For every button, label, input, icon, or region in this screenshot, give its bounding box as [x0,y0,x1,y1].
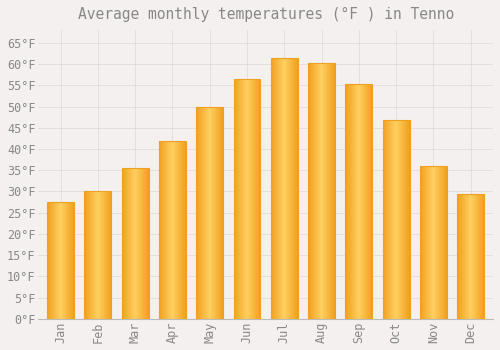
Bar [84,191,112,319]
Title: Average monthly temperatures (°F ) in Tenno: Average monthly temperatures (°F ) in Te… [78,7,454,22]
Bar [47,202,74,319]
Bar [346,84,372,319]
Bar [382,120,409,319]
Bar [420,166,447,319]
Bar [196,106,223,319]
Bar [159,140,186,319]
Bar [458,195,484,319]
Bar [122,168,148,319]
Bar [308,63,335,319]
Bar [234,79,260,319]
Bar [271,58,297,319]
